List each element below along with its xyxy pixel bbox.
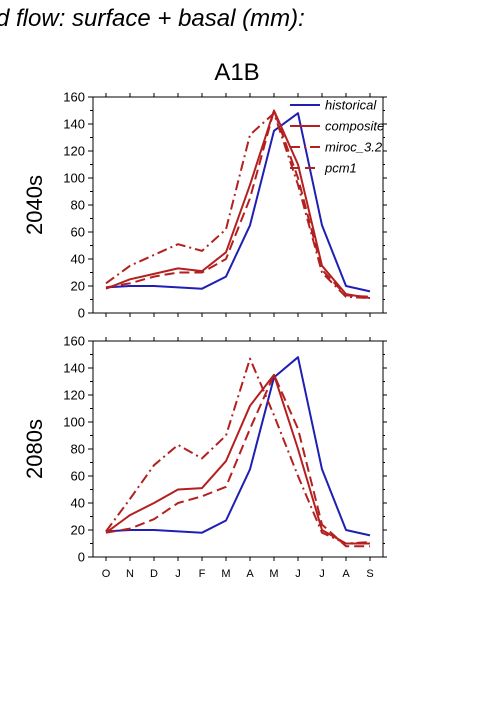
x-tick-label: S	[366, 568, 373, 580]
y-tick-label: 160	[63, 334, 85, 349]
x-tick-label: A	[246, 568, 254, 580]
x-tick-label: J	[295, 568, 301, 580]
x-tick-label: M	[221, 568, 230, 580]
plot-frame	[92, 340, 384, 558]
series-line-composite	[105, 373, 370, 545]
y-tick-label: 80	[71, 198, 85, 213]
y-tick-label: 120	[63, 388, 85, 403]
page-title: d flow: surface + basal (mm):	[0, 5, 305, 32]
chart-panel-2080s: 0 20 40 60 80 100 120 140 160 O N D J F M A M J J A S	[63, 334, 387, 580]
y-tick-label: 60	[71, 469, 85, 484]
series-line-miroc-3-2	[105, 357, 371, 545]
y-tick-label: 40	[71, 496, 85, 511]
legend-label: composite	[325, 119, 384, 134]
row-label-2040s: 2040s	[22, 175, 47, 235]
legend-label: pcm1	[324, 161, 357, 176]
row-label-2080s: 2080s	[22, 419, 47, 479]
y-tick-label: 100	[63, 415, 85, 430]
legend: historical composite miroc_3.2 pcm1	[290, 98, 384, 176]
chart-panel-2040s: 0 20 40 60 80 100 120 140 160	[63, 90, 387, 321]
series-line-historical	[105, 356, 371, 537]
series-line-pcm1	[105, 109, 371, 298]
y-tick-label: 0	[78, 306, 85, 321]
x-tick-label: J	[319, 568, 325, 580]
y-tick-label: 160	[63, 90, 85, 105]
scenario-title: A1B	[214, 59, 259, 86]
y-tick-label: 80	[71, 442, 85, 457]
y-tick-label: 140	[63, 117, 85, 132]
legend-label: miroc_3.2	[325, 140, 383, 155]
y-tick-label: 60	[71, 225, 85, 240]
x-tick-label: D	[150, 568, 158, 580]
series-line-historical	[105, 112, 371, 293]
y-tick-label: 140	[63, 361, 85, 376]
series-line-composite	[105, 109, 371, 300]
x-tick-label: F	[199, 568, 206, 580]
x-tick-label: N	[126, 568, 134, 580]
x-tick-label: A	[342, 568, 350, 580]
legend-label: historical	[325, 98, 377, 113]
series-line-pcm1	[105, 373, 370, 548]
y-tick-label: 20	[71, 279, 85, 294]
y-tick-label: 20	[71, 523, 85, 538]
y-tick-label: 120	[63, 144, 85, 159]
series-line-miroc-3-2	[105, 112, 371, 300]
y-tick-label: 0	[78, 550, 85, 565]
y-tick-label: 100	[63, 171, 85, 186]
x-tick-label: J	[175, 568, 181, 580]
x-tick-label: O	[102, 568, 111, 580]
x-tick-label: M	[269, 568, 278, 580]
y-tick-label: 40	[71, 252, 85, 267]
